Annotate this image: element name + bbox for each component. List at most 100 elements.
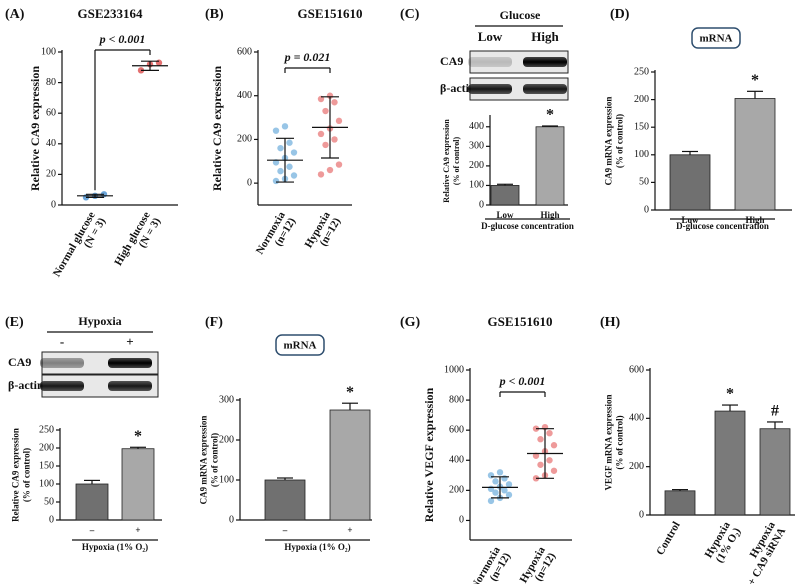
y-tick-label: 200: [219, 434, 234, 445]
point: [277, 167, 284, 175]
y-axis-label: (% of control): [452, 137, 461, 186]
y-tick-label: 150: [634, 121, 649, 132]
y-tick-label: 400: [449, 455, 464, 466]
bar: [121, 448, 155, 521]
y-tick-label: 200: [629, 461, 644, 472]
point: [487, 497, 495, 505]
blot-band: [108, 381, 152, 391]
y-tick-label: 200: [469, 160, 484, 171]
y-tick-label: 400: [469, 121, 484, 132]
y-tick-label: 0: [639, 509, 644, 520]
point: [492, 478, 499, 485]
x-axis-label: Hypoxia (1% O₂): [284, 542, 350, 552]
panel-letter: (G): [400, 315, 421, 330]
point: [331, 136, 338, 143]
tag: mRNA: [700, 33, 733, 45]
y-axis-label: Relative CA9 expression: [28, 66, 42, 191]
point: [492, 489, 499, 496]
significance-label: *: [546, 107, 554, 124]
tag-box: [691, 27, 741, 49]
y-tick-label: 100: [41, 46, 56, 57]
panel: (C) Relative CA9 expression (% of control)…: [400, 7, 574, 231]
panel-title: GSE151610: [297, 6, 362, 21]
y-tick-label: 100: [219, 474, 234, 485]
y-axis-label: Relative CA9 expression: [442, 119, 451, 203]
y-tick-label: 80: [46, 77, 56, 88]
blot-band: [40, 381, 84, 391]
y-tick-label: 20: [46, 169, 56, 180]
y-tick-label: 300: [469, 141, 484, 152]
panel-letter: (B): [205, 7, 224, 22]
panel: (A) GSE233164 Relative CA9 expression 0 20 40…: [5, 6, 178, 279]
panel: (H) VEGF mRNA expression (% of control) 0 20…: [600, 315, 795, 584]
point: [546, 429, 553, 437]
y-tick-label: 100: [39, 478, 54, 489]
panel-title: GSE233164: [77, 6, 143, 21]
point: [546, 457, 553, 464]
point: [317, 171, 325, 178]
panel-letter: (F): [205, 315, 223, 330]
y-tick-label: 800: [449, 394, 464, 405]
y-tick-label: 200: [634, 94, 649, 105]
point: [286, 163, 293, 170]
x-axis-label: Hypoxia (1% O₂): [82, 542, 148, 552]
x-tick-label: Low: [681, 215, 699, 225]
point: [496, 469, 504, 476]
significance-label: #: [771, 403, 779, 420]
significance-label: *: [751, 72, 759, 89]
point: [317, 130, 325, 138]
bar: [664, 490, 696, 516]
panel: (F) mRNA CA9 mRNA expression (% of control)…: [199, 315, 372, 552]
blot-header: Hypoxia: [78, 314, 121, 328]
y-axis-label: Relative CA9 expression: [210, 66, 224, 191]
point: [277, 144, 284, 152]
y-tick-label: 250: [39, 424, 54, 435]
point: [501, 475, 508, 482]
bar: [669, 154, 711, 211]
y-tick-label: 400: [237, 90, 252, 101]
y-axis-label: VEGF mRNA expression: [604, 394, 614, 490]
x-tick-label: High: [540, 210, 559, 220]
point: [487, 472, 495, 479]
tag: mRNA: [284, 340, 317, 352]
panel: (G) GSE151610 Relative VEGF expression 0 200…: [400, 314, 572, 584]
point: [537, 436, 544, 443]
x-tick-label: +: [347, 525, 352, 535]
bar: [759, 428, 791, 516]
point: [335, 117, 343, 125]
point: [322, 107, 329, 115]
y-tick-label: 50: [639, 177, 649, 188]
y-axis-label: (% of control): [210, 433, 220, 487]
y-tick-label: 0: [247, 177, 252, 188]
blot-lane: +: [126, 334, 133, 349]
point: [290, 172, 298, 179]
y-axis-label: CA9 mRNA expression: [199, 416, 209, 505]
bar: [535, 126, 565, 206]
y-tick-label: 60: [46, 107, 56, 118]
bar: [714, 410, 746, 516]
bar: [264, 479, 306, 521]
y-tick-label: 100: [634, 149, 649, 160]
panel-letter: (D): [610, 7, 630, 22]
panel-title: GSE151610: [487, 314, 552, 329]
blot-row-label: CA9: [8, 355, 31, 369]
bar: [75, 483, 109, 521]
point: [550, 467, 558, 474]
blot-header: Glucose: [500, 8, 541, 22]
blot-lane: -: [60, 334, 64, 349]
y-axis-label: (% of control): [615, 114, 625, 168]
y-axis-label: CA9 mRNA expression: [604, 97, 614, 186]
blot-band: [523, 57, 567, 67]
point: [272, 127, 280, 134]
blot-band: [108, 358, 152, 368]
y-tick-label: 600: [629, 364, 644, 375]
x-tick-label: +: [135, 525, 140, 535]
point: [505, 491, 513, 499]
x-axis-label: D-glucose concentration: [481, 221, 574, 231]
y-tick-label: 400: [629, 413, 644, 424]
x-tick-label: Low: [496, 210, 514, 220]
significance-label: *: [726, 386, 734, 403]
panel-letter: (H): [600, 315, 621, 330]
point: [487, 485, 495, 493]
y-axis-label: (% of control): [615, 415, 625, 469]
